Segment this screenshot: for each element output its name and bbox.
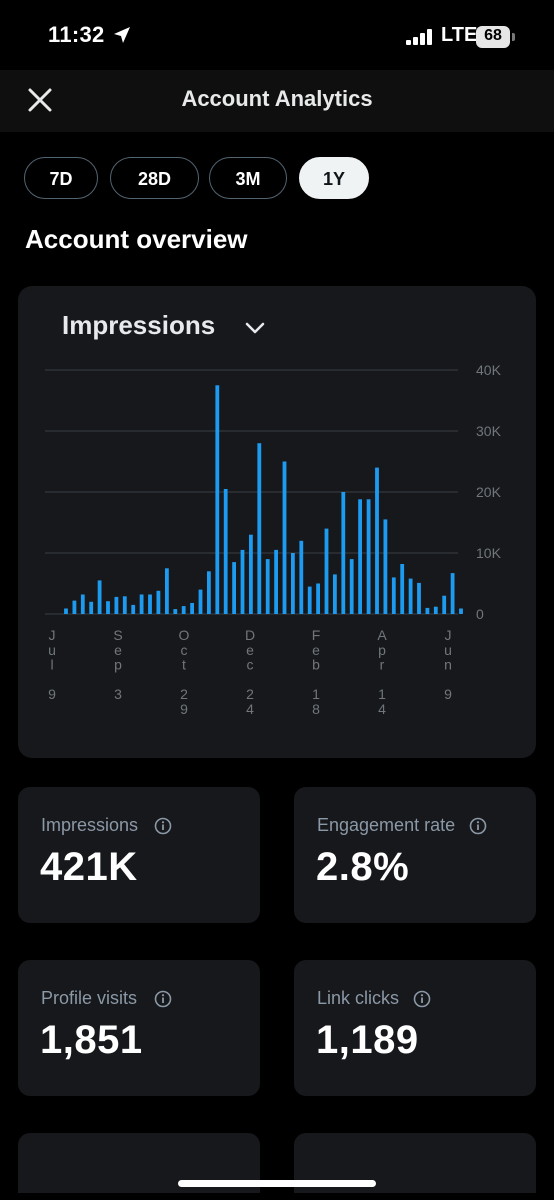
chart-bar[interactable] [307, 586, 312, 614]
chart-bar[interactable] [181, 606, 186, 614]
location-arrow-icon [114, 27, 130, 43]
y-tick-label: 10K [476, 545, 502, 561]
chart-bar[interactable] [173, 609, 178, 614]
chart-bar[interactable] [156, 590, 161, 614]
info-icon[interactable] [413, 990, 431, 1008]
chart-bar[interactable] [265, 559, 270, 614]
chart-bar[interactable] [165, 568, 169, 615]
chart-bar[interactable] [122, 596, 127, 614]
status-time: 11:32 [48, 22, 105, 47]
chart-bar[interactable] [249, 534, 253, 614]
status-bar: 11:32 LTE 68 [0, 0, 554, 70]
chart-bar[interactable] [131, 604, 136, 614]
section-title: Account overview [25, 224, 248, 254]
stat-value: 2.8% [316, 845, 410, 889]
page-title: Account Analytics [181, 86, 373, 111]
chart-bar[interactable] [408, 578, 413, 614]
chart-bar[interactable] [139, 594, 144, 615]
chart-bar[interactable] [106, 601, 110, 614]
range-7d-button[interactable]: 7D [24, 157, 98, 199]
chart-bar[interactable] [89, 601, 94, 614]
stat-card-link-clicks[interactable]: Link clicks 1,189 [294, 960, 536, 1096]
chart-bar[interactable] [383, 519, 388, 614]
chart-bar[interactable] [198, 589, 203, 614]
stat-card-impressions[interactable]: Impressions 421K [18, 787, 260, 923]
chart-bar[interactable] [299, 540, 304, 614]
battery-level: 68 [484, 27, 502, 44]
y-tick-label: 20K [476, 484, 502, 500]
chart-bar[interactable] [433, 606, 438, 614]
info-icon[interactable] [154, 817, 172, 835]
info-icon[interactable] [154, 990, 172, 1008]
chart-bar[interactable] [64, 608, 68, 615]
chart-bar[interactable] [291, 553, 295, 614]
chart-bar[interactable] [223, 489, 228, 614]
y-tick-label: 40K [476, 362, 502, 378]
chart-bar[interactable] [358, 499, 362, 614]
impressions-chart: 40K 30K 20K 10K 0 J u l 9 S e p 3 O c t 2 9 D e c 2 4 F e b 1… [45, 362, 502, 717]
network-label: LTE [441, 24, 478, 46]
chart-bar[interactable] [425, 607, 430, 614]
chart-bar[interactable] [400, 564, 405, 614]
chart-bar[interactable] [450, 573, 455, 614]
chart-bar[interactable] [333, 574, 337, 614]
chart-bar[interactable] [349, 559, 354, 614]
home-indicator [178, 1180, 376, 1187]
chart-bar[interactable] [459, 608, 463, 615]
signal-bars-icon [406, 29, 432, 45]
chart-bar[interactable] [282, 461, 287, 615]
stat-card-profile-visits[interactable]: Profile visits 1,851 [18, 960, 260, 1096]
chart-bar[interactable] [72, 600, 77, 614]
chart-bar[interactable] [190, 603, 194, 614]
stat-card-engagement-rate[interactable]: Engagement rate 2.8% [294, 787, 536, 923]
chart-bar[interactable] [215, 385, 220, 615]
metric-select[interactable]: Impressions [62, 310, 216, 340]
stat-label: Link clicks [317, 988, 400, 1008]
range-28d-button[interactable]: 28D [110, 157, 199, 199]
range-1y-button[interactable]: 1Y [299, 157, 369, 199]
stat-label: Impressions [41, 815, 139, 835]
chart-bar[interactable] [240, 549, 245, 614]
info-icon[interactable] [469, 817, 487, 835]
chart-bar[interactable] [274, 549, 278, 614]
chart-bar[interactable] [97, 580, 102, 614]
battery-icon: 68 [476, 26, 516, 48]
chart-bar[interactable] [391, 577, 396, 614]
chart-bar[interactable] [207, 571, 211, 614]
stat-value: 1,189 [316, 1018, 419, 1062]
chart-bar[interactable] [148, 594, 152, 615]
chart-bar[interactable] [375, 467, 379, 614]
stat-value: 1,851 [40, 1018, 143, 1062]
range-3m-button[interactable]: 3M [209, 157, 287, 199]
chart-bar[interactable] [324, 528, 329, 614]
chart-bar[interactable] [366, 499, 371, 614]
y-tick-label: 30K [476, 423, 502, 439]
chevron-down-icon[interactable] [245, 321, 265, 335]
chart-bar[interactable] [341, 492, 346, 614]
header: Account Analytics [0, 70, 554, 132]
chart-bar[interactable] [232, 562, 236, 614]
stat-label: Engagement rate [317, 815, 456, 835]
chart-bar[interactable] [114, 596, 119, 614]
close-icon[interactable] [24, 84, 56, 116]
stat-label: Profile visits [41, 988, 138, 1008]
chart-bar[interactable] [80, 594, 85, 615]
chart-bar[interactable] [257, 443, 262, 614]
y-tick-label: 0 [476, 606, 484, 622]
chart-bar[interactable] [417, 582, 421, 614]
stat-value: 421K [40, 845, 138, 889]
chart-bar[interactable] [442, 595, 447, 614]
chart-bar[interactable] [316, 583, 320, 615]
